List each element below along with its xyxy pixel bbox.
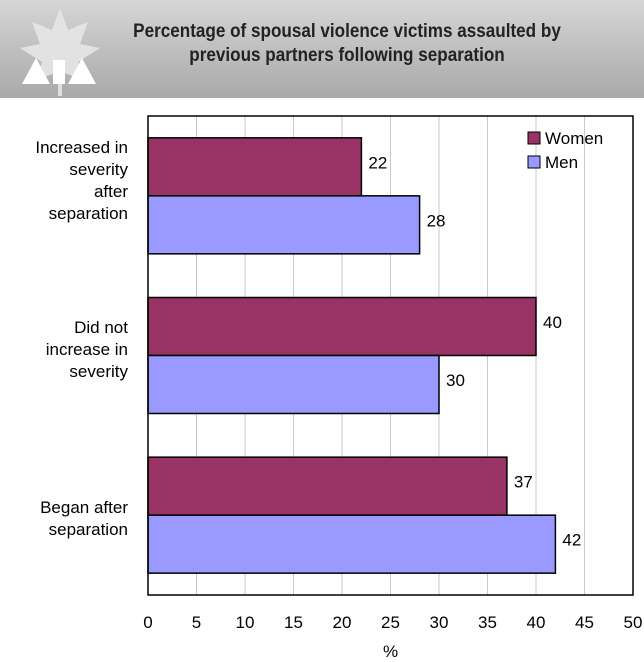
x-tick-label: 45 bbox=[575, 613, 594, 632]
x-tick-label: 25 bbox=[381, 613, 400, 632]
category-label-line: Did not bbox=[74, 318, 128, 337]
data-label: 22 bbox=[368, 153, 387, 172]
chart-title: Percentage of spousal violence victims a… bbox=[89, 20, 606, 68]
bar bbox=[147, 137, 363, 197]
category-label-line: Began after bbox=[40, 498, 128, 517]
bar bbox=[147, 195, 421, 255]
x-tick-label: 35 bbox=[478, 613, 497, 632]
category-label-increased: Increased in severity after separation bbox=[35, 137, 128, 225]
data-label: 28 bbox=[427, 211, 446, 230]
legend-swatch bbox=[527, 131, 541, 145]
category-label-line: severity bbox=[69, 362, 128, 381]
x-tick-label: 50 bbox=[624, 613, 643, 632]
legend-label: Women bbox=[545, 129, 603, 148]
x-tick-label: 0 bbox=[143, 613, 152, 632]
bar bbox=[147, 296, 537, 357]
x-tick-label: 30 bbox=[430, 613, 449, 632]
category-label-not-increased: Did not increase in severity bbox=[46, 317, 128, 383]
data-label: 42 bbox=[562, 531, 581, 550]
category-label-line: Increased in bbox=[35, 138, 128, 157]
category-label-line: increase in bbox=[45, 340, 128, 359]
plot-frame bbox=[147, 115, 634, 596]
data-label: 37 bbox=[514, 473, 533, 492]
category-label-began-after: Began after separation bbox=[40, 497, 128, 541]
x-tick-label: 40 bbox=[527, 613, 546, 632]
x-tick-label: 10 bbox=[236, 613, 255, 632]
bar bbox=[147, 514, 557, 574]
legend-swatch bbox=[527, 155, 541, 169]
x-axis-label: % bbox=[383, 642, 398, 661]
chart-title-line: Percentage of spousal violence victims a… bbox=[133, 21, 561, 42]
chart-title-line: previous partners following separation bbox=[189, 45, 505, 66]
data-label: 40 bbox=[543, 313, 562, 332]
category-label-line: separation bbox=[48, 204, 128, 223]
chart-banner: Percentage of spousal violence victims a… bbox=[0, 0, 644, 98]
bar bbox=[147, 456, 508, 516]
x-tick-label: 5 bbox=[192, 613, 201, 632]
legend-label: Men bbox=[545, 153, 578, 172]
maple-leaf-logo-icon bbox=[20, 8, 100, 96]
x-tick-label: 20 bbox=[333, 613, 352, 632]
category-label-line: separation bbox=[48, 520, 128, 539]
data-label: 30 bbox=[446, 371, 465, 390]
category-label-line: after bbox=[93, 182, 128, 201]
bar bbox=[147, 354, 440, 415]
category-label-line: severity bbox=[69, 160, 128, 179]
x-tick-label: 15 bbox=[284, 613, 303, 632]
